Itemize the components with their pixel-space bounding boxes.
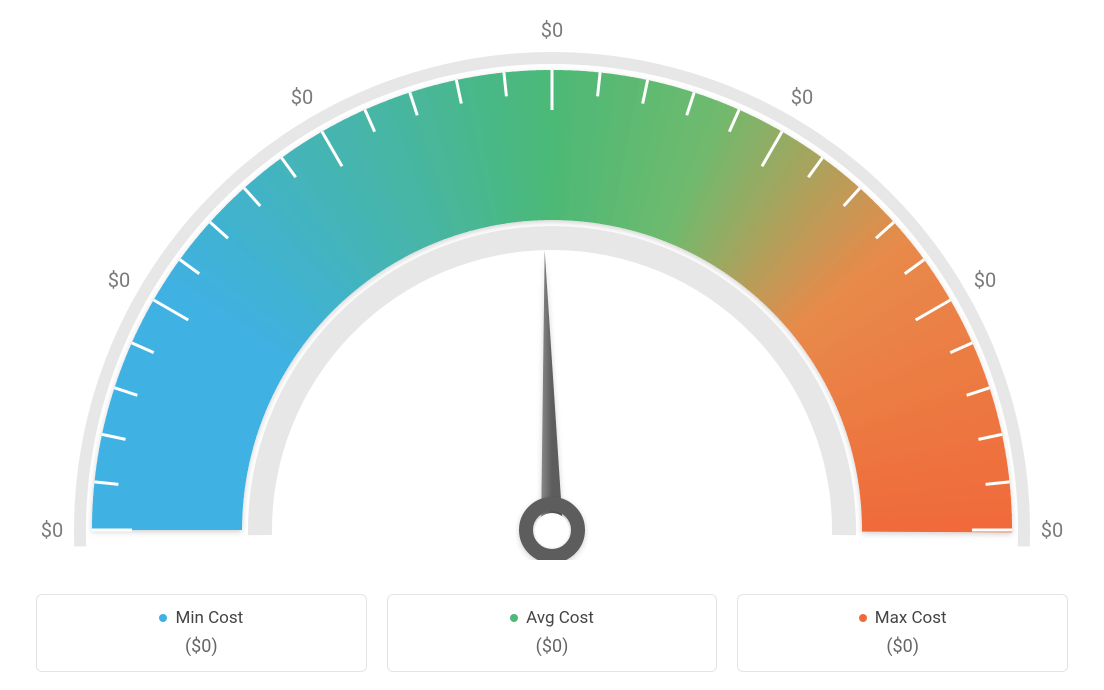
legend-title-avg: Avg Cost xyxy=(510,608,594,628)
legend-title-min: Min Cost xyxy=(159,608,243,628)
gauge-tick-label: $0 xyxy=(791,85,813,109)
legend-value-max: ($0) xyxy=(738,636,1067,657)
legend-title-max: Max Cost xyxy=(859,608,947,628)
legend-label-max: Max Cost xyxy=(875,608,947,628)
gauge-chart: $0 $0 $0 $0 $0 $0 $0 xyxy=(0,0,1104,560)
legend-dot-max xyxy=(859,614,867,622)
legend-box-max: Max Cost ($0) xyxy=(737,594,1068,672)
gauge-tick-label: $0 xyxy=(41,518,63,542)
gauge-tick-label: $0 xyxy=(974,268,996,292)
gauge-tick-label: $0 xyxy=(291,85,313,109)
legend-label-avg: Avg Cost xyxy=(526,608,594,628)
legend-label-min: Min Cost xyxy=(175,608,243,628)
gauge-tick-label: $0 xyxy=(541,18,563,42)
gauge-tick-label: $0 xyxy=(1041,518,1063,542)
legend-box-min: Min Cost ($0) xyxy=(36,594,367,672)
legend-value-min: ($0) xyxy=(37,636,366,657)
gauge-svg xyxy=(0,0,1104,560)
gauge-tick-label: $0 xyxy=(108,268,130,292)
legend-box-avg: Avg Cost ($0) xyxy=(387,594,718,672)
legend-dot-min xyxy=(159,614,167,622)
legend-value-avg: ($0) xyxy=(388,636,717,657)
legend-row: Min Cost ($0) Avg Cost ($0) Max Cost ($0… xyxy=(36,594,1068,672)
legend-dot-avg xyxy=(510,614,518,622)
